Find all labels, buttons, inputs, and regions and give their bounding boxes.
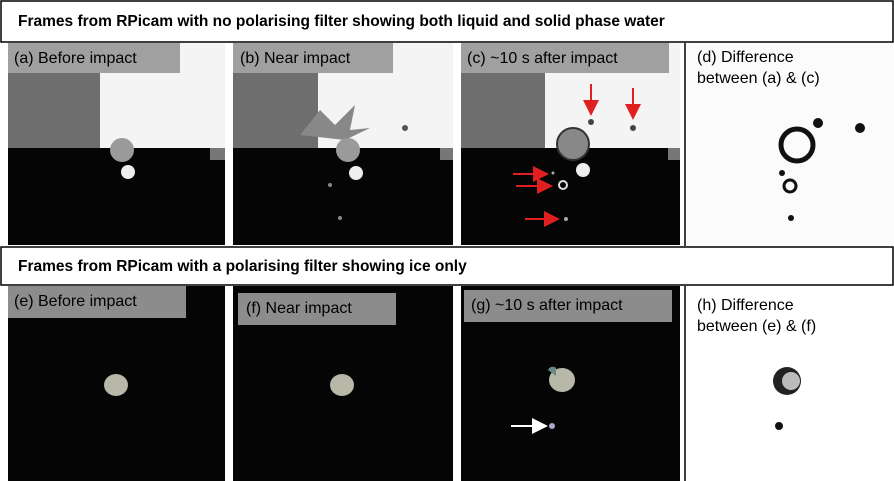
header: Frames from RPicam with a polarising fil… [18,258,467,275]
panel-label: between (e) & (f) [697,318,816,335]
panel-label: (b) Near impact [240,50,351,67]
panel-label: (h) Difference [697,297,794,314]
panel-label: between (a) & (c) [697,70,820,87]
photo [687,286,894,481]
panel-label: (f) Near impact [246,300,352,317]
photo [461,43,680,245]
photo [8,43,225,245]
panel-label: (g) ~10 s after impact [471,297,623,314]
header: Frames from RPicam with no polarising fi… [18,13,665,30]
panel-label: (a) Before impact [14,50,137,67]
photo [233,43,453,245]
figure: Frames from RPicam with no polarising fi… [0,0,894,481]
panel-label: (d) Difference [697,49,794,66]
panel-label: (c) ~10 s after impact [467,50,618,67]
panel-label: (e) Before impact [14,293,137,310]
